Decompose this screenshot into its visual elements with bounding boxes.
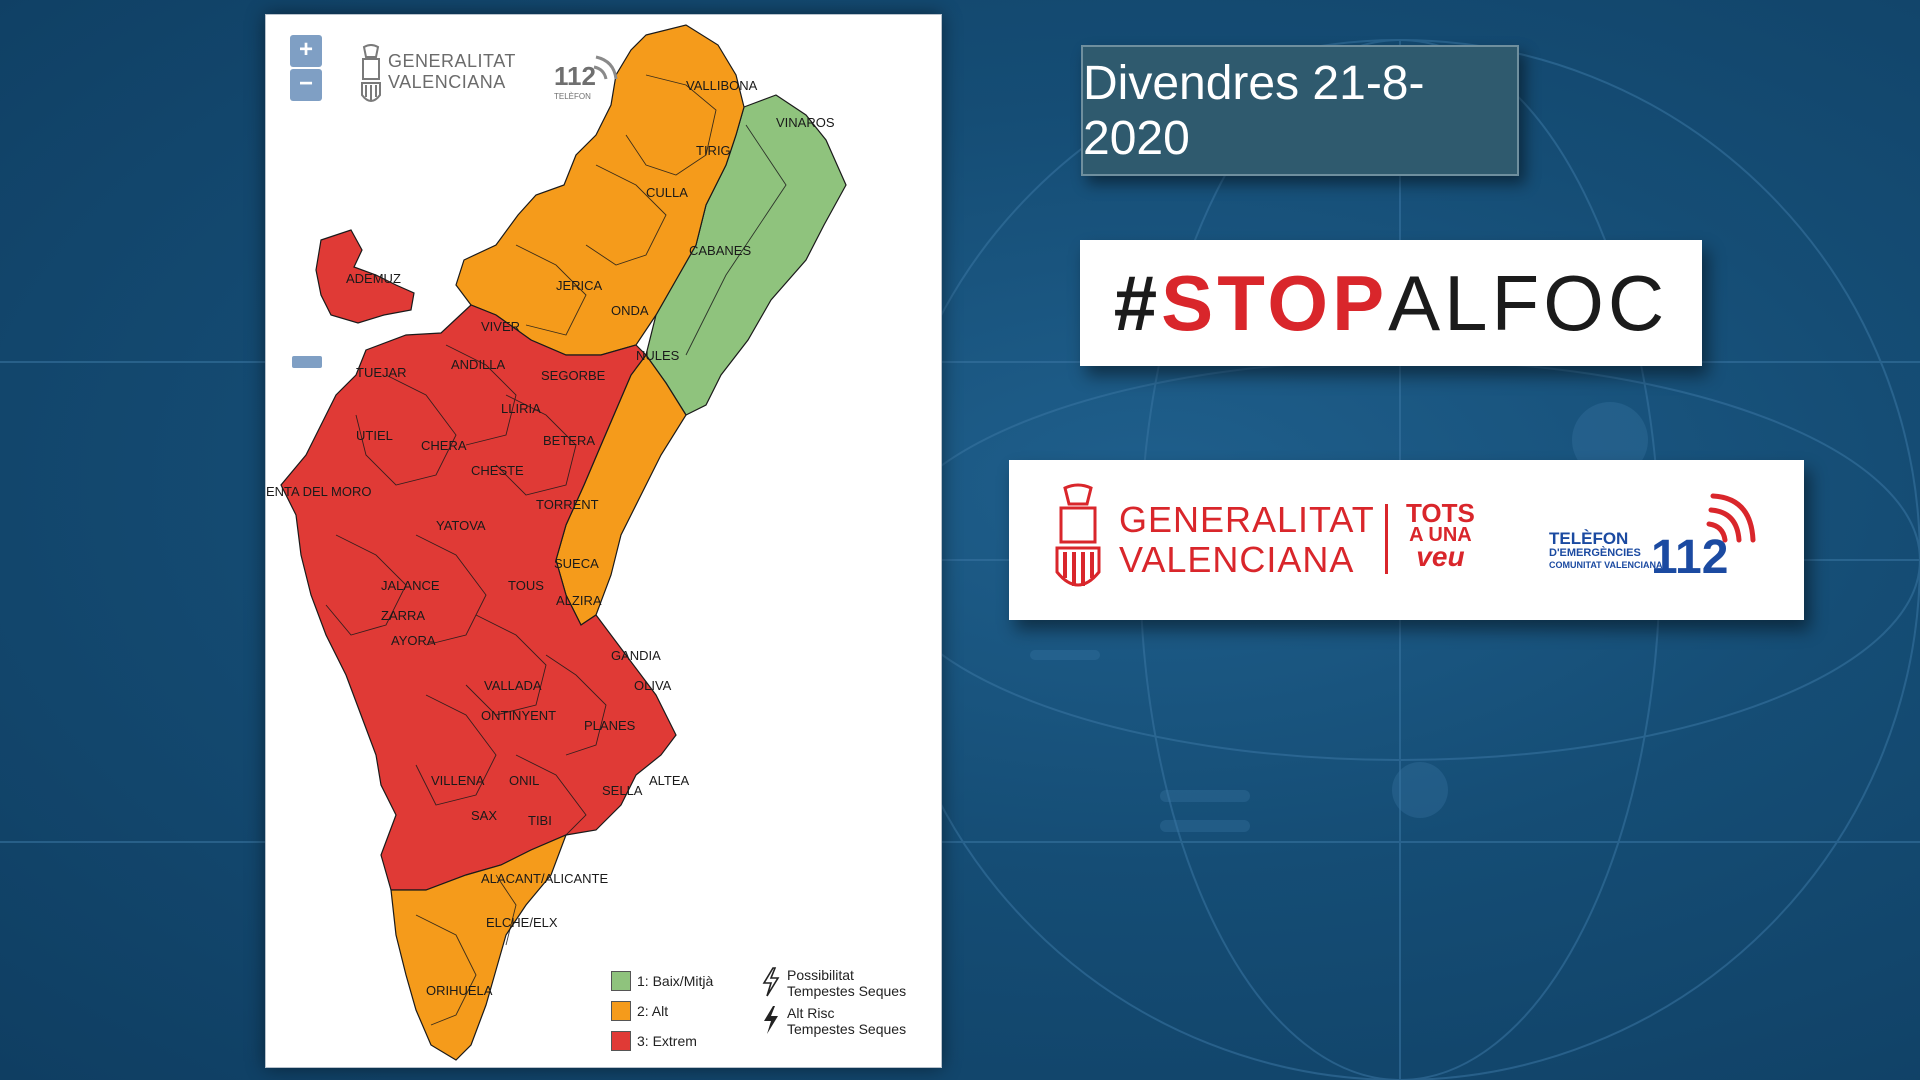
place-label: ALTEA <box>649 773 690 788</box>
hashtag-alfoc: ALFOC <box>1388 258 1669 347</box>
place-label: JERICA <box>556 278 603 293</box>
legend-item-high: 2: Alt <box>611 1001 668 1021</box>
place-label: TIRIG <box>696 143 731 158</box>
place-label: ONIL <box>509 773 539 788</box>
place-label: NULES <box>636 348 680 363</box>
lightning-outline-icon <box>762 967 780 997</box>
legend-label-low: 1: Baix/Mitjà <box>637 973 714 989</box>
region-extreme-ademuz <box>315 229 415 324</box>
telefon-emergencies: TELÈFON D'EMERGÈNCIES COMUNITAT VALENCIA… <box>1549 529 1663 570</box>
place-label: JALANCE <box>381 578 440 593</box>
lightning-filled-icon <box>764 1006 778 1034</box>
place-label: VILLENA <box>431 773 485 788</box>
legend-item-extreme: 3: Extrem <box>611 1031 697 1051</box>
emergency-number: 112 <box>1651 531 1729 584</box>
place-label: ZARRA <box>381 608 425 623</box>
generalitat-name: GENERALITAT VALENCIANA <box>1119 499 1375 580</box>
place-label: AYORA <box>391 633 436 648</box>
place-label: CULLA <box>646 185 688 200</box>
place-label: TIBI <box>528 813 552 828</box>
banner-separator <box>1385 504 1388 574</box>
legend-storm-high-line2: Tempestes Seques <box>787 1021 907 1037</box>
place-label: SELLA <box>602 783 643 798</box>
place-label: ONDA <box>611 303 649 318</box>
hashtag-symbol: # <box>1113 258 1162 347</box>
zoom-slider-handle[interactable] <box>292 356 322 368</box>
map-legend: 1: Baix/Mitjà 2: Alt 3: Extrem Possibili… <box>611 965 921 1065</box>
map-112-caption: TELÈFON <box>554 92 591 101</box>
map-generalitat-logo: GENERALITAT VALENCIANA <box>358 43 528 113</box>
legend-swatch-high <box>611 1001 631 1021</box>
place-label: ENTA DEL MORO <box>266 484 371 499</box>
place-label: TORRENT <box>536 497 599 512</box>
place-label: ADEMUZ <box>346 271 401 286</box>
legend-item-storm-high: Alt Risc Tempestes Seques <box>761 1005 906 1037</box>
place-label: YATOVA <box>436 518 486 533</box>
legend-item-storm-possible: Possibilitat Tempestes Seques <box>761 967 906 999</box>
legend-label-extreme: 3: Extrem <box>637 1033 697 1049</box>
date-banner: Divendres 21-8-2020 <box>1081 45 1519 176</box>
place-label: SEGORBE <box>541 368 606 383</box>
legend-item-low: 1: Baix/Mitjà <box>611 971 713 991</box>
region-extreme-main <box>280 304 677 891</box>
place-label: ORIHUELA <box>426 983 493 998</box>
place-label: CABANES <box>689 243 751 258</box>
generalitat-banner: GENERALITAT VALENCIANA TOTS A UNA veu TE… <box>1009 460 1804 620</box>
place-label: GANDIA <box>611 648 661 663</box>
region-map: VALLIBONA VINAROS TIRIG CULLA CABANES AD… <box>266 24 847 1061</box>
place-label: TUEJAR <box>356 365 407 380</box>
map-112-logo: 112 TELÈFON <box>554 55 618 101</box>
place-label: SUECA <box>554 556 599 571</box>
place-label: VALLADA <box>484 678 542 693</box>
place-label: SAX <box>471 808 497 823</box>
map-logo-text: GENERALITAT VALENCIANA <box>388 51 516 92</box>
legend-swatch-low <box>611 971 631 991</box>
legend-storm-high-line1: Alt Risc <box>787 1005 835 1021</box>
crest-icon <box>361 44 381 102</box>
zoom-out-button[interactable]: − <box>290 69 322 101</box>
fire-risk-map[interactable]: VALLIBONA VINAROS TIRIG CULLA CABANES AD… <box>265 14 942 1068</box>
legend-swatch-extreme <box>611 1031 631 1051</box>
signal-arcs-icon <box>1706 493 1756 543</box>
place-label: CHERA <box>421 438 467 453</box>
legend-label-high: 2: Alt <box>637 1003 669 1019</box>
place-label: UTIEL <box>356 428 393 443</box>
place-label: ALACANT/ALICANTE <box>481 871 608 886</box>
place-label: PLANES <box>584 718 636 733</box>
place-label: ELCHE/ELX <box>486 915 558 930</box>
place-label: OLIVA <box>634 678 672 693</box>
date-text: Divendres 21-8-2020 <box>1083 56 1425 165</box>
place-label: VALLIBONA <box>686 78 758 93</box>
tots-a-una-veu: TOTS A UNA veu <box>1406 498 1475 572</box>
place-label: ONTINYENT <box>481 708 556 723</box>
place-label: VIVER <box>481 319 520 334</box>
hashtag-stop: STOP <box>1161 258 1389 347</box>
place-label: BETERA <box>543 433 595 448</box>
place-label: CHESTE <box>471 463 524 478</box>
place-label: LLIRIA <box>501 401 541 416</box>
place-label: VINAROS <box>776 115 835 130</box>
place-label: TOUS <box>508 578 544 593</box>
map-112-number: 112 <box>554 61 596 91</box>
zoom-in-button[interactable]: + <box>290 35 322 67</box>
stopalfoc-banner: # STOP ALFOC <box>1080 240 1702 366</box>
legend-storm-possible-line2: Tempestes Seques <box>787 983 907 999</box>
place-label: ALZIRA <box>556 593 602 608</box>
legend-storm-possible-line1: Possibilitat <box>787 967 854 983</box>
generalitat-crest-icon <box>1055 483 1101 587</box>
place-label: ANDILLA <box>451 357 506 372</box>
region-high-risk-south <box>390 833 568 1061</box>
